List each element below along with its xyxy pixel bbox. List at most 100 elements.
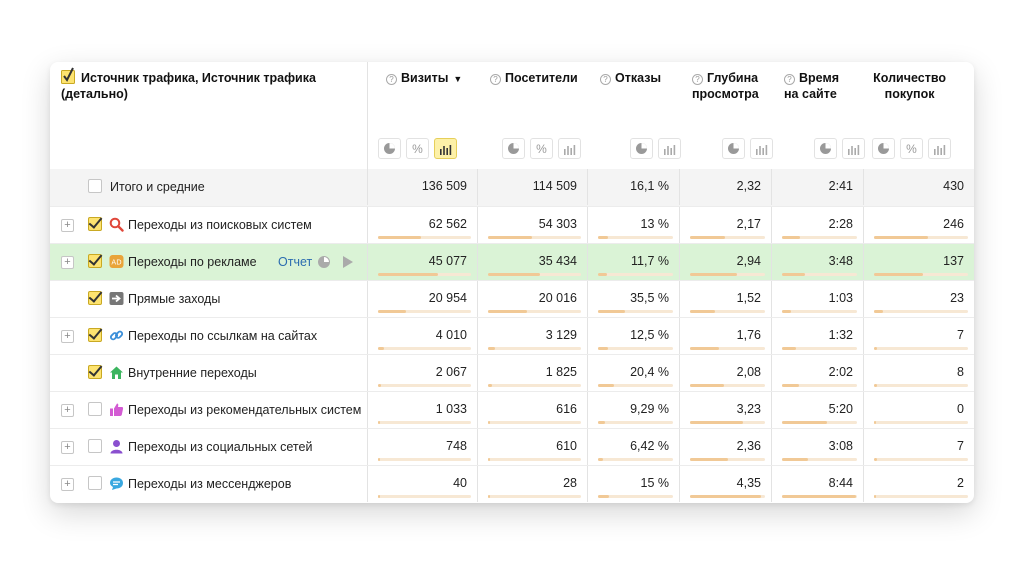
share-bar-fill xyxy=(488,421,490,424)
bar-chart-icon[interactable] xyxy=(434,138,457,159)
metric-cell: 137 xyxy=(864,244,974,280)
pie-chart-icon[interactable] xyxy=(630,138,653,159)
pie-chart-icon[interactable] xyxy=(502,138,525,159)
bar-chart-icon[interactable] xyxy=(558,138,581,159)
select-all-checkbox[interactable] xyxy=(61,67,75,84)
row-label[interactable]: Внутренние переходы xyxy=(128,366,257,380)
dimension-title[interactable]: Источник трафика, Источник трафика (дета… xyxy=(61,71,316,101)
svg-text:AD: AD xyxy=(111,259,121,267)
help-icon[interactable]: ? xyxy=(600,74,611,85)
metric-cell: 3,23 xyxy=(680,392,772,428)
metric-cell: 13 % xyxy=(588,207,680,243)
expand-button[interactable]: + xyxy=(61,256,74,269)
bar-chart-icon[interactable] xyxy=(842,138,865,159)
row-label[interactable]: Переходы из поисковых систем xyxy=(128,218,312,232)
share-bar-fill xyxy=(598,384,614,387)
pie-chart-icon[interactable] xyxy=(814,138,837,159)
expand-button[interactable]: + xyxy=(61,404,74,417)
table-row[interactable]: + Переходы из социальных сетей 748 610 6,42 … xyxy=(50,428,974,465)
sort-desc-icon[interactable]: ▼ xyxy=(453,74,463,84)
percent-icon[interactable]: % xyxy=(900,138,923,159)
column-title[interactable]: ? Отказы xyxy=(600,70,661,86)
metric-value: 3 129 xyxy=(545,328,577,342)
share-bar-fill xyxy=(488,347,495,350)
pie-chart-icon[interactable] xyxy=(378,138,401,159)
share-bar-fill xyxy=(874,347,877,350)
row-checkbox[interactable] xyxy=(88,179,102,193)
share-bar xyxy=(378,347,471,350)
row-checkbox[interactable] xyxy=(88,328,102,342)
pie-chart-icon[interactable] xyxy=(318,256,330,268)
share-bar xyxy=(378,495,471,498)
column-title[interactable]: ? Визиты ▼ xyxy=(386,70,462,87)
share-bar-fill xyxy=(378,421,380,424)
share-bar xyxy=(488,347,581,350)
share-bar-fill xyxy=(488,310,528,313)
metric-value: 12,5 % xyxy=(630,328,669,342)
metric-cell: 616 xyxy=(478,392,588,428)
percent-icon[interactable]: % xyxy=(406,138,429,159)
percent-icon[interactable]: % xyxy=(530,138,553,159)
table-row[interactable]: + Переходы по ссылкам на сайтах 4 010 3 129… xyxy=(50,317,974,354)
expand-button[interactable]: + xyxy=(61,330,74,343)
table-row[interactable]: Прямые заходы 20 954 20 016 35,5 % 1,52 1:03 2… xyxy=(50,280,974,317)
metric-cell: 2,17 xyxy=(680,207,772,243)
metric-value: 2:41 xyxy=(828,179,853,193)
row-label[interactable]: Переходы из мессенджеров xyxy=(128,477,292,491)
expand-button[interactable]: + xyxy=(61,219,74,232)
row-label[interactable]: Переходы по рекламе xyxy=(128,255,257,269)
row-label[interactable]: Переходы по ссылкам на сайтах xyxy=(128,329,318,343)
table-row[interactable]: + Переходы из мессенджеров 40 28 15 % 4,35 8:4… xyxy=(50,465,974,502)
column-title[interactable]: Количество покупок xyxy=(873,70,946,102)
play-icon[interactable] xyxy=(343,256,353,268)
metric-cell: 11,7 % xyxy=(588,244,680,280)
expand-button[interactable]: + xyxy=(61,478,74,491)
column-header-1: ? Посетители% xyxy=(478,70,588,170)
row-checkbox[interactable] xyxy=(88,217,102,231)
column-label: Время на сайте xyxy=(784,71,839,101)
thumb-icon xyxy=(109,402,124,417)
table-row[interactable]: + AD Переходы по рекламе Отчет 45 077 35 434 1… xyxy=(50,243,974,280)
help-icon[interactable]: ? xyxy=(490,74,501,85)
metric-value: 2:02 xyxy=(828,365,853,379)
row-checkbox[interactable] xyxy=(88,365,102,379)
share-bar xyxy=(690,347,765,350)
column-title[interactable]: ? Посетители xyxy=(490,70,578,86)
table-row[interactable]: + Переходы из рекомендательных систем 1 03… xyxy=(50,391,974,428)
column-title[interactable]: ? Время на сайте xyxy=(784,70,839,102)
direct-icon xyxy=(109,291,124,306)
bar-chart-icon[interactable] xyxy=(928,138,951,159)
table-row[interactable]: Внутренние переходы 2 067 1 825 20,4 % 2,08 2… xyxy=(50,354,974,391)
row-label[interactable]: Прямые заходы xyxy=(128,292,221,306)
row-checkbox[interactable] xyxy=(88,439,102,453)
help-icon[interactable]: ? xyxy=(784,74,795,85)
pie-chart-icon[interactable] xyxy=(872,138,895,159)
report-link[interactable]: Отчет xyxy=(278,255,313,269)
metric-value: 2,94 xyxy=(736,254,761,268)
share-bar xyxy=(874,273,968,276)
row-checkbox[interactable] xyxy=(88,476,102,490)
metric-cell: 54 303 xyxy=(478,207,588,243)
share-bar xyxy=(690,236,765,239)
column-title[interactable]: ? Глубина просмотра xyxy=(692,70,759,102)
help-icon[interactable]: ? xyxy=(692,74,703,85)
row-checkbox[interactable] xyxy=(88,254,102,268)
help-icon[interactable]: ? xyxy=(386,74,397,85)
share-bar xyxy=(874,310,968,313)
share-bar xyxy=(874,495,968,498)
metric-cell: 1:32 xyxy=(772,318,864,354)
metric-value: 0 xyxy=(957,402,964,416)
bar-chart-icon[interactable] xyxy=(750,138,773,159)
totals-row[interactable]: Итого и средние 136 509 114 509 16,1 % 2,32 2… xyxy=(50,169,974,206)
row-label[interactable]: Переходы из рекомендательных систем xyxy=(128,403,362,417)
table-row[interactable]: + Переходы из поисковых систем 62 562 54 30… xyxy=(50,206,974,243)
message-icon xyxy=(109,476,124,491)
expand-button[interactable]: + xyxy=(61,441,74,454)
bar-chart-icon[interactable] xyxy=(658,138,681,159)
pie-chart-icon[interactable] xyxy=(722,138,745,159)
row-checkbox[interactable] xyxy=(88,291,102,305)
share-bar-fill xyxy=(598,458,604,461)
share-bar xyxy=(598,495,673,498)
row-label[interactable]: Переходы из социальных сетей xyxy=(128,440,313,454)
row-checkbox[interactable] xyxy=(88,402,102,416)
